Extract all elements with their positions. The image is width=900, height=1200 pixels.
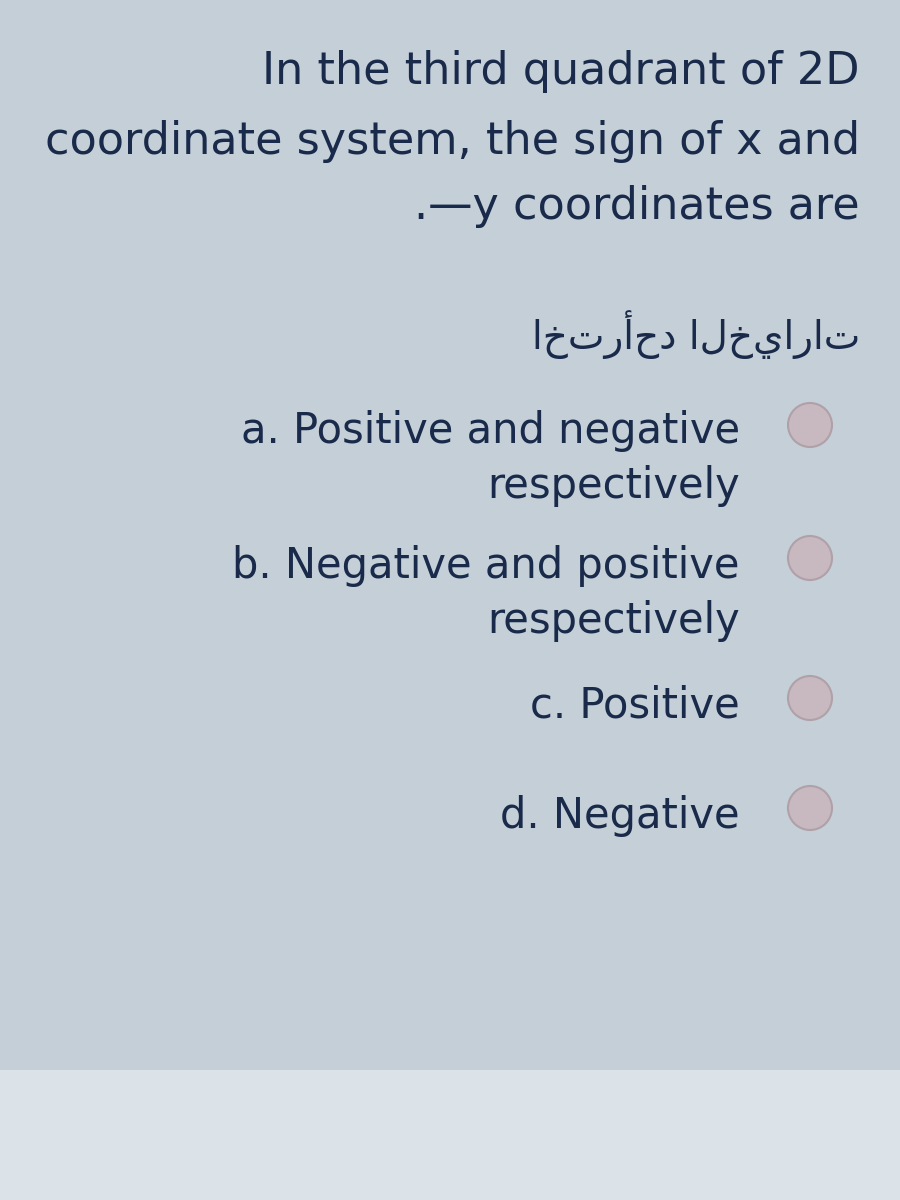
Text: d. Negative: d. Negative [500,794,740,838]
Circle shape [788,536,832,580]
Circle shape [788,676,832,720]
Text: a. Positive and negative: a. Positive and negative [241,410,740,452]
Text: .—y coordinates are: .—y coordinates are [414,185,860,228]
Text: respectively: respectively [487,600,740,642]
Circle shape [788,786,832,830]
Text: c. Positive: c. Positive [530,685,740,727]
Text: اخترأحد الخيارات: اخترأحد الخيارات [532,310,860,359]
Text: b. Negative and positive: b. Negative and positive [232,545,740,587]
Bar [0,1070,900,1200]
Circle shape [788,403,832,446]
Text: In the third quadrant of 2D: In the third quadrant of 2D [263,50,860,92]
Text: coordinate system, the sign of x and: coordinate system, the sign of x and [45,120,860,163]
Text: respectively: respectively [487,464,740,506]
